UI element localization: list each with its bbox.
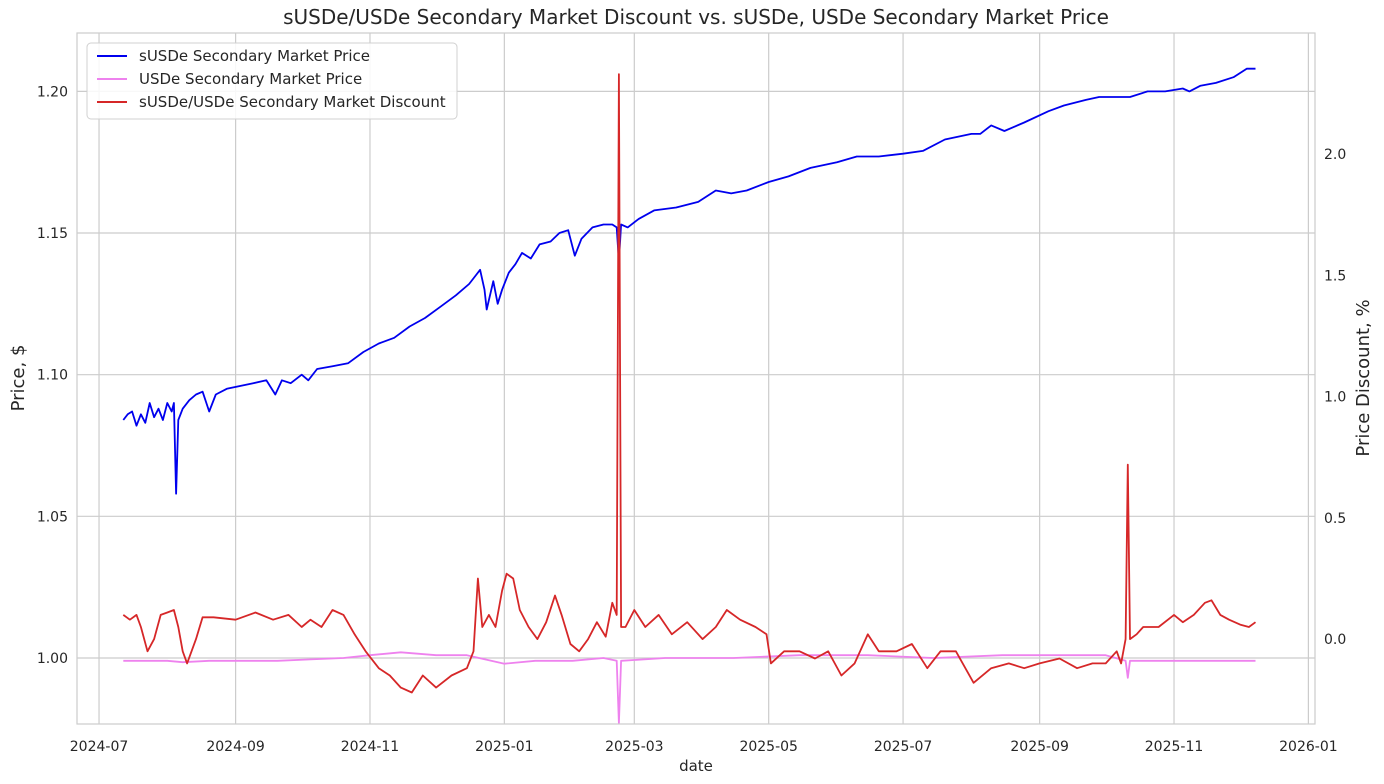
y-left-tick-label: 1.00: [37, 651, 68, 667]
y-left-tick-label: 1.15: [37, 226, 68, 242]
y-left-tick-label: 1.05: [37, 509, 68, 525]
x-tick-label: 2025-09: [1010, 739, 1069, 755]
legend-box: [86, 42, 458, 120]
x-axis-label: date: [679, 757, 713, 775]
x-tick-label: 2024-07: [70, 739, 129, 755]
legend-label: sUSDe Secondary Market Price: [139, 47, 370, 65]
legend-label: USDe Secondary Market Price: [139, 70, 362, 88]
y-right-tick-label: 1.0: [1324, 390, 1346, 406]
series-line-2: [123, 651, 1256, 725]
tick-labels: 2024-07 2024-09 2024-11 2025-01 2025-03 2025-…: [37, 84, 1346, 755]
plot-frame: [76, 32, 1316, 725]
y-right-tick-label: 0.0: [1324, 632, 1346, 648]
series-line-3: [122, 73, 1257, 694]
y-right-tick-label: 0.5: [1324, 511, 1346, 527]
x-tick-label: 2025-03: [605, 739, 664, 755]
series-line-1: [122, 67, 1256, 495]
y-right-tick-label: 2.0: [1324, 147, 1346, 163]
x-tick-label: 2026-01: [1279, 739, 1338, 755]
y-axis-right-label: Price Discount, %: [1353, 299, 1374, 456]
chart-title: sUSDe/USDe Secondary Market Discount vs.…: [283, 5, 1109, 29]
grid-lines: [77, 33, 1315, 724]
y-right-tick-label: 1.5: [1324, 268, 1346, 284]
x-tick-label: 2025-05: [739, 739, 798, 755]
x-tick-label: 2024-11: [341, 739, 400, 755]
series-layer: [122, 67, 1257, 725]
y-left-tick-label: 1.20: [37, 84, 68, 100]
y-left-tick-label: 1.10: [37, 368, 68, 384]
legend-label: sUSDe/USDe Secondary Market Discount: [139, 93, 446, 111]
x-tick-label: 2025-11: [1145, 739, 1204, 755]
x-tick-label: 2025-07: [874, 739, 933, 755]
x-tick-label: 2025-01: [475, 739, 534, 755]
legend: sUSDe Secondary Market Price USDe Seconda…: [86, 42, 458, 120]
y-axis-left-label: Price, $: [8, 345, 29, 412]
x-tick-label: 2024-09: [206, 739, 265, 755]
